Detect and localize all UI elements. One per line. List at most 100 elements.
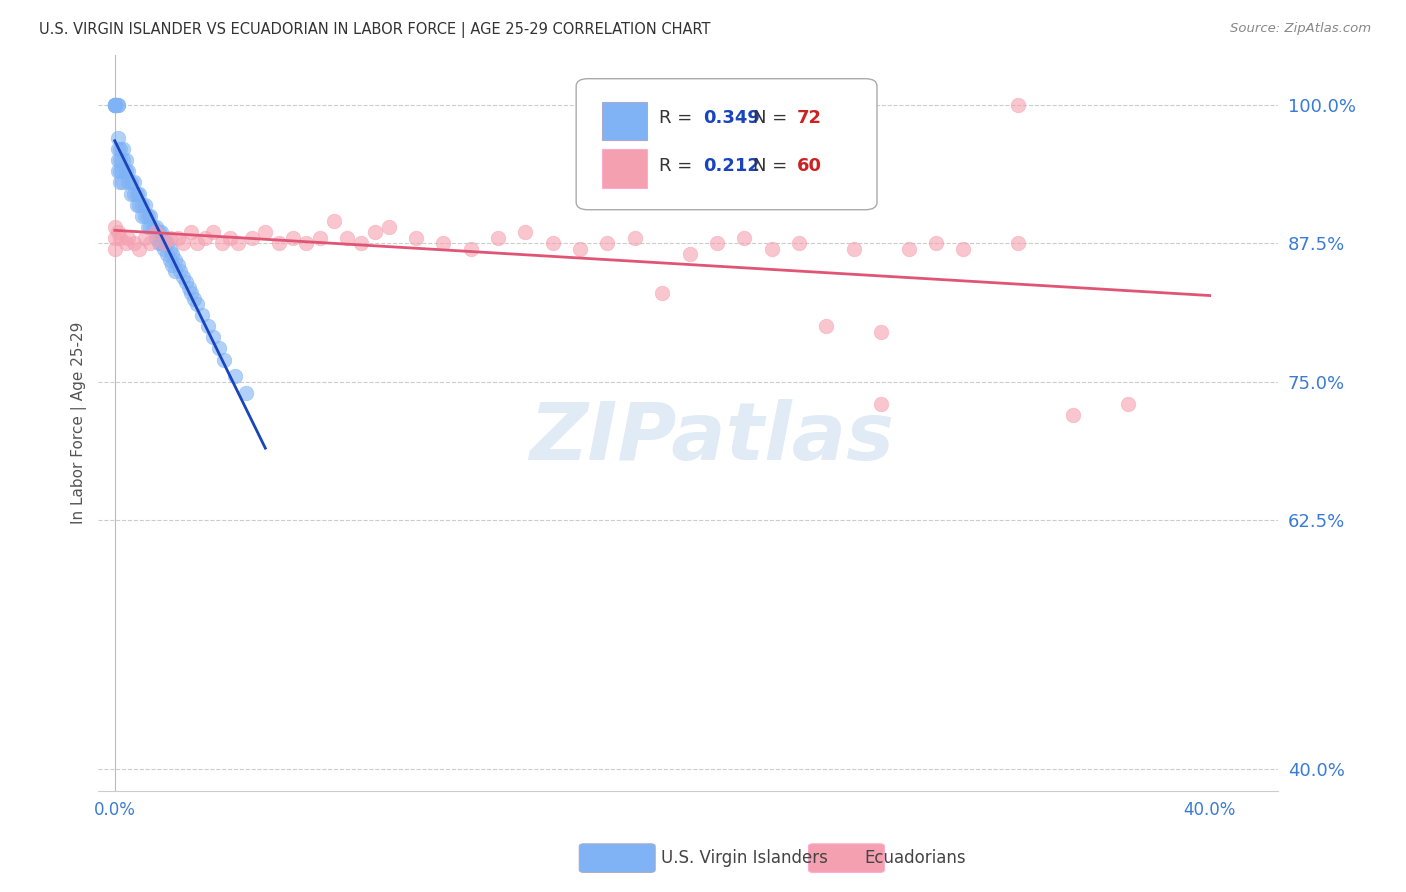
Point xyxy=(162,259,184,273)
Point xyxy=(104,98,127,112)
Point xyxy=(224,369,246,384)
Point xyxy=(163,264,186,278)
Point xyxy=(136,209,159,223)
Point xyxy=(254,225,277,239)
Point xyxy=(153,236,176,251)
Point xyxy=(159,231,181,245)
Point xyxy=(104,98,127,112)
Point xyxy=(870,397,893,411)
Point xyxy=(125,197,148,211)
Point xyxy=(218,231,240,245)
Point xyxy=(706,236,728,251)
Point xyxy=(166,231,188,245)
Point xyxy=(678,247,700,261)
Point xyxy=(267,236,290,251)
Point xyxy=(208,342,231,356)
Point xyxy=(111,164,134,178)
Point xyxy=(134,231,156,245)
Point xyxy=(107,164,129,178)
Point xyxy=(120,186,142,201)
Point xyxy=(148,225,170,239)
Point xyxy=(110,164,132,178)
Point xyxy=(191,308,214,322)
Text: Ecuadorians: Ecuadorians xyxy=(865,849,966,867)
Point xyxy=(194,231,217,245)
Point xyxy=(117,231,139,245)
Point xyxy=(107,98,129,112)
Point xyxy=(202,330,225,344)
Point xyxy=(139,209,162,223)
Point xyxy=(153,242,176,256)
Text: U.S. VIRGIN ISLANDER VS ECUADORIAN IN LABOR FORCE | AGE 25-29 CORRELATION CHART: U.S. VIRGIN ISLANDER VS ECUADORIAN IN LA… xyxy=(39,22,711,38)
Point xyxy=(295,236,318,251)
Point xyxy=(815,319,838,334)
Point xyxy=(180,286,202,301)
Point xyxy=(1007,98,1029,112)
Point xyxy=(104,98,127,112)
Point xyxy=(377,219,399,234)
Point xyxy=(111,142,134,156)
Point xyxy=(897,242,920,256)
Point xyxy=(117,176,139,190)
Point xyxy=(174,275,197,289)
FancyBboxPatch shape xyxy=(576,78,877,210)
Point xyxy=(107,98,129,112)
Point xyxy=(104,219,127,234)
Point xyxy=(148,236,170,251)
Point xyxy=(150,236,173,251)
Point xyxy=(163,252,186,267)
Point xyxy=(172,236,194,251)
Point xyxy=(107,225,129,239)
Text: 0.349: 0.349 xyxy=(703,109,761,127)
Point xyxy=(596,236,619,251)
Text: R =: R = xyxy=(659,109,697,127)
Point xyxy=(156,236,179,251)
Point xyxy=(172,269,194,284)
Point xyxy=(114,236,136,251)
Text: ZIPatlas: ZIPatlas xyxy=(529,399,894,477)
Point xyxy=(110,231,132,245)
Point xyxy=(150,225,173,239)
Point xyxy=(107,142,129,156)
Point xyxy=(180,225,202,239)
Point xyxy=(211,236,233,251)
Point xyxy=(131,209,153,223)
Point xyxy=(162,247,184,261)
Point xyxy=(125,186,148,201)
Point xyxy=(139,219,162,234)
Point xyxy=(624,231,647,245)
Point xyxy=(128,242,150,256)
Point xyxy=(1007,236,1029,251)
Point xyxy=(134,197,156,211)
Point xyxy=(110,142,132,156)
Point xyxy=(214,352,236,367)
Point xyxy=(240,231,263,245)
Point xyxy=(110,176,132,190)
Point xyxy=(515,225,537,239)
Point xyxy=(405,231,427,245)
Point xyxy=(166,259,188,273)
Point xyxy=(107,131,129,145)
Point xyxy=(460,242,482,256)
Point xyxy=(153,231,176,245)
Point xyxy=(177,280,200,294)
Bar xyxy=(602,149,647,187)
Text: U.S. Virgin Islanders: U.S. Virgin Islanders xyxy=(661,849,828,867)
Point xyxy=(114,153,136,168)
Point xyxy=(120,176,142,190)
Point xyxy=(122,186,145,201)
Text: 60: 60 xyxy=(797,157,821,175)
Point xyxy=(145,225,167,239)
Bar xyxy=(602,102,647,140)
Point xyxy=(159,252,181,267)
Point xyxy=(111,176,134,190)
Point xyxy=(145,219,167,234)
Point xyxy=(186,236,208,251)
Point xyxy=(336,231,359,245)
Point xyxy=(842,242,865,256)
Point xyxy=(104,242,127,256)
Text: 0.212: 0.212 xyxy=(703,157,761,175)
Y-axis label: In Labor Force | Age 25-29: In Labor Force | Age 25-29 xyxy=(72,322,87,524)
Point xyxy=(104,98,127,112)
Point xyxy=(136,219,159,234)
